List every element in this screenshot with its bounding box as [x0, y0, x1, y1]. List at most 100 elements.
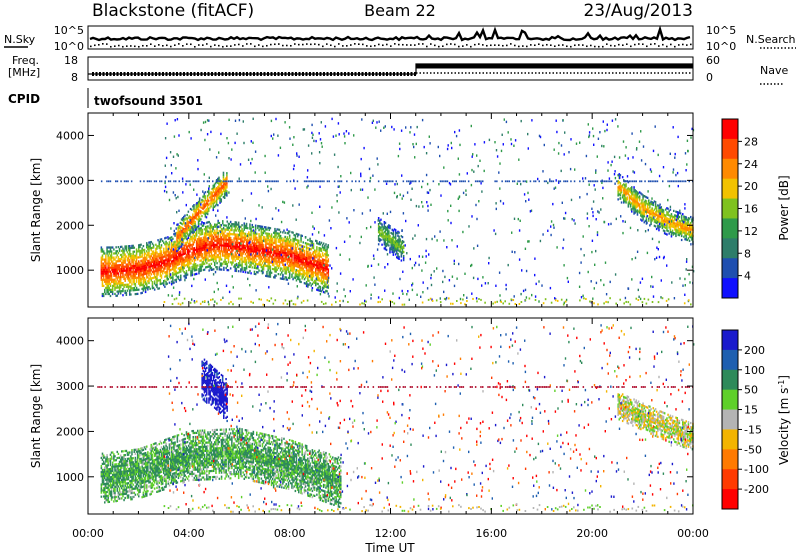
heatmap-cell	[192, 243, 195, 246]
heatmap-cell	[198, 203, 201, 206]
heatmap-cell	[250, 235, 252, 238]
heatmap-cell	[276, 236, 278, 239]
heatmap-cell	[122, 261, 124, 264]
heatmap-cell	[285, 270, 288, 273]
heatmap-cell	[245, 255, 248, 258]
heatmap-cell	[105, 282, 107, 285]
heatmap-cell	[295, 265, 298, 268]
heatmap-cell	[273, 268, 275, 271]
heatmap-cell	[248, 242, 250, 245]
heatmap-cell	[164, 259, 166, 262]
heatmap-cell	[176, 223, 178, 226]
heatmap-cell	[303, 251, 306, 254]
heatmap-cell	[679, 212, 682, 215]
heatmap-cell	[216, 243, 218, 247]
heatmap-cell	[212, 202, 215, 206]
heatmap-cell	[227, 259, 230, 262]
heatmap-cell	[140, 263, 142, 266]
heatmap-cell	[250, 231, 252, 234]
heatmap-cell	[326, 255, 328, 259]
heatmap-cell	[178, 250, 181, 253]
heatmap-cell	[207, 237, 209, 240]
heatmap-cell	[184, 218, 186, 221]
heatmap-cell	[199, 259, 201, 262]
heatmap-cell	[258, 225, 260, 228]
heatmap-cell	[150, 277, 153, 280]
heatmap-cell	[102, 276, 105, 279]
heatmap-cell	[377, 239, 380, 242]
heatmap-cell	[249, 245, 251, 248]
heatmap-cell	[617, 192, 619, 195]
heatmap-cell	[304, 242, 307, 245]
heatmap-cell	[327, 272, 330, 275]
heatmap-cell	[115, 256, 117, 259]
heatmap-cell	[226, 242, 229, 245]
heatmap-cell	[139, 264, 141, 267]
heatmap-cell	[118, 266, 121, 269]
heatmap-cell	[211, 258, 214, 261]
heatmap-cell	[393, 244, 396, 247]
heatmap-cell	[146, 256, 148, 259]
heatmap-cell	[327, 258, 330, 261]
heatmap-cell	[288, 258, 291, 261]
heatmap-cell	[662, 223, 665, 226]
heatmap-cell	[107, 276, 109, 279]
heatmap-cell	[134, 293, 137, 296]
heatmap-cell	[178, 279, 181, 282]
heatmap-cell	[100, 278, 103, 281]
heatmap-cell	[208, 235, 210, 238]
heatmap-cell	[392, 249, 395, 252]
heatmap-cell	[274, 266, 276, 269]
heatmap-cell	[108, 286, 111, 289]
heatmap-cell	[124, 291, 126, 295]
heatmap-cell	[661, 208, 664, 211]
heatmap-cell	[299, 250, 301, 253]
heatmap-cell	[237, 245, 240, 248]
heatmap-cell	[307, 263, 309, 266]
heatmap-cell	[201, 211, 203, 214]
heatmap-cell	[265, 274, 267, 277]
heatmap-cell	[322, 274, 325, 277]
heatmap-cell	[321, 260, 324, 263]
heatmap-cell	[274, 256, 276, 259]
heatmap-cell	[665, 208, 667, 211]
heatmap-cell	[174, 234, 176, 237]
heatmap-cell	[119, 270, 122, 273]
heatmap-cell	[184, 244, 187, 247]
heatmap-cell	[651, 211, 653, 214]
heatmap-cell	[244, 248, 247, 252]
heatmap-cell	[317, 278, 319, 282]
heatmap-cell	[379, 233, 381, 237]
heatmap-cell	[153, 264, 156, 267]
heatmap-cell	[132, 250, 134, 253]
heatmap-cell	[260, 247, 263, 250]
heatmap-cell	[146, 242, 148, 245]
heatmap-cell	[534, 295, 537, 298]
heatmap-cell	[210, 205, 212, 208]
heatmap-cell	[651, 217, 653, 220]
heatmap-cell	[185, 227, 187, 230]
heatmap-cell	[181, 259, 183, 263]
heatmap-cell	[685, 230, 687, 233]
heatmap-cell	[216, 235, 218, 238]
heatmap-cell	[177, 253, 180, 256]
noise-search-dot	[318, 43, 320, 46]
heatmap-cell	[270, 245, 273, 248]
heatmap-cell	[135, 256, 138, 259]
heatmap-cell	[191, 222, 193, 225]
heatmap-cell	[197, 226, 199, 229]
heatmap-cell	[136, 268, 139, 271]
heatmap-cell	[141, 249, 143, 252]
heatmap-cell	[189, 226, 192, 229]
heatmap-cell	[281, 259, 283, 262]
heatmap-cell	[242, 250, 244, 253]
heatmap-cell	[146, 272, 148, 275]
heatmap-cell	[248, 239, 250, 242]
heatmap-cell	[322, 246, 325, 249]
heatmap-cell	[185, 247, 188, 250]
heatmap-cell	[178, 225, 181, 228]
heatmap-cell	[627, 203, 630, 206]
heatmap-cell	[231, 245, 233, 248]
heatmap-cell	[363, 146, 365, 150]
frequency-label-line1: Freq.	[12, 54, 39, 67]
